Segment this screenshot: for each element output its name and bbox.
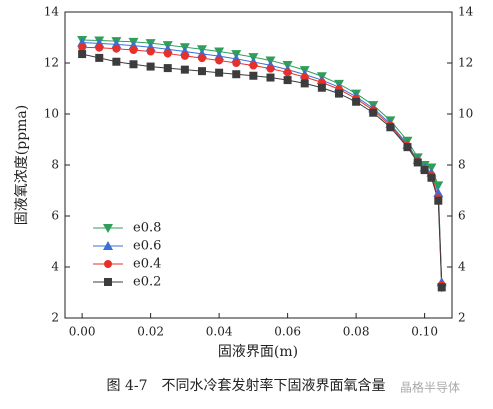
marker — [95, 53, 104, 62]
marker — [403, 143, 412, 152]
y2-tick-label: 14 — [458, 5, 474, 19]
marker — [300, 73, 309, 82]
x-tick-label: 0.10 — [411, 325, 438, 339]
marker — [300, 79, 309, 88]
marker — [112, 44, 121, 53]
legend-label: e0.4 — [133, 257, 161, 272]
marker — [197, 67, 206, 76]
x-tick-label: 0.04 — [206, 325, 233, 339]
marker — [249, 61, 258, 70]
legend-marker — [104, 278, 112, 286]
y-tick-label: 6 — [51, 209, 59, 223]
x-tick-label: 0.02 — [137, 325, 164, 339]
marker — [369, 108, 378, 117]
marker — [434, 196, 443, 205]
y2-tick-label: 8 — [458, 158, 466, 172]
marker — [78, 43, 87, 52]
marker — [215, 56, 224, 65]
marker — [146, 62, 155, 71]
x-tick-label: 0.06 — [274, 325, 301, 339]
marker — [437, 283, 446, 292]
legend-marker — [103, 224, 113, 233]
watermark: 晶格半导体 — [400, 380, 460, 395]
marker — [180, 51, 189, 60]
marker — [433, 181, 444, 191]
marker — [112, 57, 121, 66]
marker — [283, 68, 292, 77]
marker — [197, 54, 206, 63]
marker — [215, 68, 224, 77]
legend-label: e0.2 — [133, 275, 161, 290]
marker — [95, 43, 104, 52]
marker — [413, 158, 422, 167]
x-tick-label: 0.00 — [69, 325, 96, 339]
marker — [180, 65, 189, 74]
marker — [266, 64, 275, 73]
marker — [420, 166, 429, 175]
x-tick-label: 0.08 — [343, 325, 370, 339]
y-axis-label: 固液氧浓度(ppma) — [14, 105, 30, 225]
marker — [266, 73, 275, 82]
marker — [146, 47, 155, 56]
marker — [249, 71, 258, 80]
legend-label: e0.8 — [133, 221, 161, 236]
marker — [163, 64, 172, 73]
marker — [232, 70, 241, 79]
marker — [129, 60, 138, 69]
y2-tick-label: 12 — [458, 56, 473, 70]
y2-tick-label: 2 — [458, 311, 466, 325]
caption: 图 4-7 不同水冷套发射率下固液界面氧含量 — [107, 377, 386, 394]
y2-tick-label: 10 — [458, 107, 473, 121]
y-tick-label: 4 — [51, 260, 59, 274]
marker — [386, 123, 395, 132]
y2-tick-label: 4 — [458, 260, 466, 274]
marker — [163, 49, 172, 58]
y-tick-label: 12 — [44, 56, 59, 70]
marker — [352, 97, 361, 106]
y-tick-label: 14 — [44, 5, 60, 19]
marker — [78, 50, 87, 59]
legend-marker — [103, 241, 113, 250]
marker — [317, 83, 326, 92]
marker — [129, 45, 138, 54]
x-axis-label: 固液界面(m) — [218, 344, 298, 360]
marker — [334, 89, 343, 98]
marker — [283, 76, 292, 85]
y-tick-label: 8 — [51, 158, 59, 172]
y-tick-label: 2 — [51, 311, 59, 325]
legend-label: e0.6 — [133, 239, 161, 254]
marker — [433, 188, 444, 198]
y2-tick-label: 6 — [458, 209, 466, 223]
marker — [232, 59, 241, 67]
marker — [427, 173, 436, 182]
y-tick-label: 10 — [44, 107, 59, 121]
legend-marker — [104, 260, 112, 268]
